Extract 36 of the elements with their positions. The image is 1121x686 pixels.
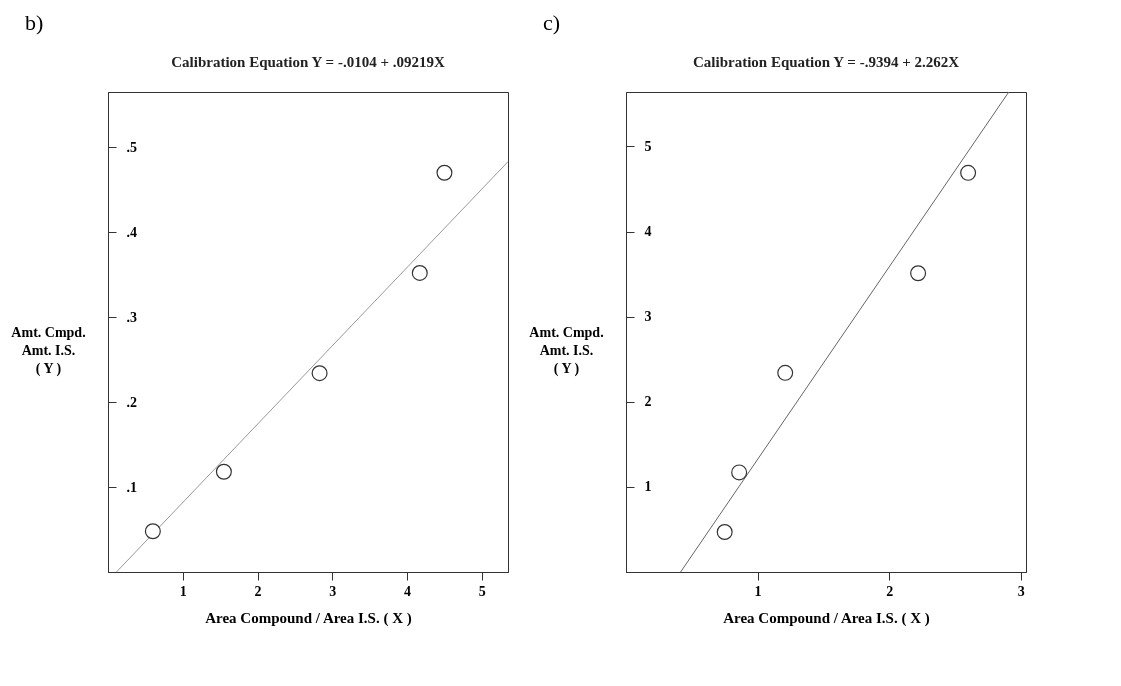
point xyxy=(960,164,977,181)
point xyxy=(716,524,733,540)
point xyxy=(910,265,927,282)
point xyxy=(731,464,748,481)
x-tick-label: 4 xyxy=(404,583,412,599)
y-tick-label: .5 xyxy=(126,139,137,155)
x-tick-label: 2 xyxy=(254,583,262,599)
y-tick-label: .4 xyxy=(126,224,137,240)
text: b) xyxy=(24,9,45,37)
text: c) xyxy=(542,9,562,37)
chart-title: Calibration Equation Y = -.0104 + .09219X xyxy=(171,54,445,70)
y-axis-title: Amt. Cmpd. Amt. I.S. ( Y ) xyxy=(529,324,604,377)
x-axis-title: Area Compound / Area I.S. ( X ) xyxy=(205,609,412,627)
point xyxy=(777,364,794,381)
chart-title: Calibration Equation Y = -.9394 + 2.262X xyxy=(692,54,960,70)
point xyxy=(144,523,161,540)
y-tick-label: .3 xyxy=(126,309,137,325)
y-tick-label: 1 xyxy=(644,479,652,495)
y-tick-label: 4 xyxy=(644,224,652,240)
point xyxy=(436,164,453,181)
point xyxy=(215,463,232,480)
x-tick-label: 3 xyxy=(1017,583,1025,599)
x-tick-label: 1 xyxy=(179,583,187,599)
y-tick-label: 3 xyxy=(644,309,652,325)
x-tick-label: 5 xyxy=(478,583,486,599)
y-tick-label: .1 xyxy=(126,479,137,495)
y-axis-title: Amt. Cmpd. Amt. I.S. ( Y ) xyxy=(11,324,86,377)
x-tick-label: 1 xyxy=(754,583,762,599)
y-tick-label: 5 xyxy=(644,138,652,154)
point xyxy=(411,264,428,281)
y-tick-label: 2 xyxy=(644,394,652,410)
x-axis-title: Area Compound / Area I.S. ( X ) xyxy=(723,609,930,627)
y-tick-label: .2 xyxy=(126,394,137,410)
x-tick-label: 2 xyxy=(886,583,894,599)
x-tick-label: 3 xyxy=(329,583,337,599)
point xyxy=(311,365,328,382)
